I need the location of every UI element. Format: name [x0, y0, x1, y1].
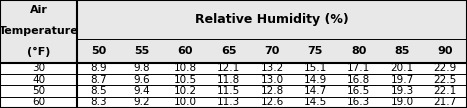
Text: 10.2: 10.2: [174, 86, 197, 96]
Text: 11.8: 11.8: [217, 75, 241, 85]
Text: 9.8: 9.8: [134, 63, 150, 73]
Text: 22.1: 22.1: [434, 86, 457, 96]
Text: 14.5: 14.5: [304, 97, 327, 107]
Text: 10.8: 10.8: [174, 63, 197, 73]
Text: 85: 85: [394, 46, 410, 56]
Text: 13.0: 13.0: [261, 75, 283, 85]
Text: 9.4: 9.4: [134, 86, 150, 96]
Text: Relative Humidity (%): Relative Humidity (%): [195, 13, 349, 26]
Text: 70: 70: [264, 46, 280, 56]
Text: 17.1: 17.1: [347, 63, 370, 73]
Text: 16.8: 16.8: [347, 75, 370, 85]
Text: 55: 55: [134, 46, 149, 56]
Text: 20.1: 20.1: [390, 63, 414, 73]
Text: 10.0: 10.0: [174, 97, 197, 107]
Text: 19.3: 19.3: [390, 86, 414, 96]
Text: Air: Air: [29, 5, 48, 15]
Text: 14.9: 14.9: [304, 75, 327, 85]
Text: 22.5: 22.5: [434, 75, 457, 85]
Text: 50: 50: [91, 46, 106, 56]
Text: 14.7: 14.7: [304, 86, 327, 96]
Text: 65: 65: [221, 46, 236, 56]
Text: 8.9: 8.9: [91, 63, 107, 73]
Text: 80: 80: [351, 46, 367, 56]
Bar: [0, 0, 77, 63]
Text: 15.1: 15.1: [304, 63, 327, 73]
Text: 8.7: 8.7: [91, 75, 107, 85]
Text: 11.5: 11.5: [217, 86, 241, 96]
Text: 40: 40: [32, 75, 45, 85]
Text: 13.2: 13.2: [261, 63, 283, 73]
Text: 16.5: 16.5: [347, 86, 370, 96]
Text: 19.0: 19.0: [390, 97, 414, 107]
Text: 9.2: 9.2: [134, 97, 150, 107]
Text: 16.3: 16.3: [347, 97, 370, 107]
Text: 12.8: 12.8: [261, 86, 283, 96]
Text: 22.9: 22.9: [434, 63, 457, 73]
Text: 21.7: 21.7: [434, 97, 457, 107]
Text: 12.1: 12.1: [217, 63, 241, 73]
Text: 60: 60: [32, 97, 45, 107]
Text: 11.3: 11.3: [217, 97, 241, 107]
Text: 30: 30: [32, 63, 45, 73]
Text: 19.7: 19.7: [390, 75, 414, 85]
Text: 10.5: 10.5: [174, 75, 197, 85]
Text: 60: 60: [177, 46, 193, 56]
Text: 8.3: 8.3: [91, 97, 107, 107]
Bar: [77, 0, 467, 39]
Text: (°F): (°F): [27, 47, 50, 57]
Text: 12.6: 12.6: [261, 97, 283, 107]
Text: 8.5: 8.5: [91, 86, 107, 96]
Text: Temperature: Temperature: [0, 26, 78, 36]
Bar: [77, 39, 467, 63]
Text: 50: 50: [32, 86, 45, 96]
Text: 90: 90: [438, 46, 453, 56]
Text: 75: 75: [308, 46, 323, 56]
Text: 9.6: 9.6: [134, 75, 150, 85]
